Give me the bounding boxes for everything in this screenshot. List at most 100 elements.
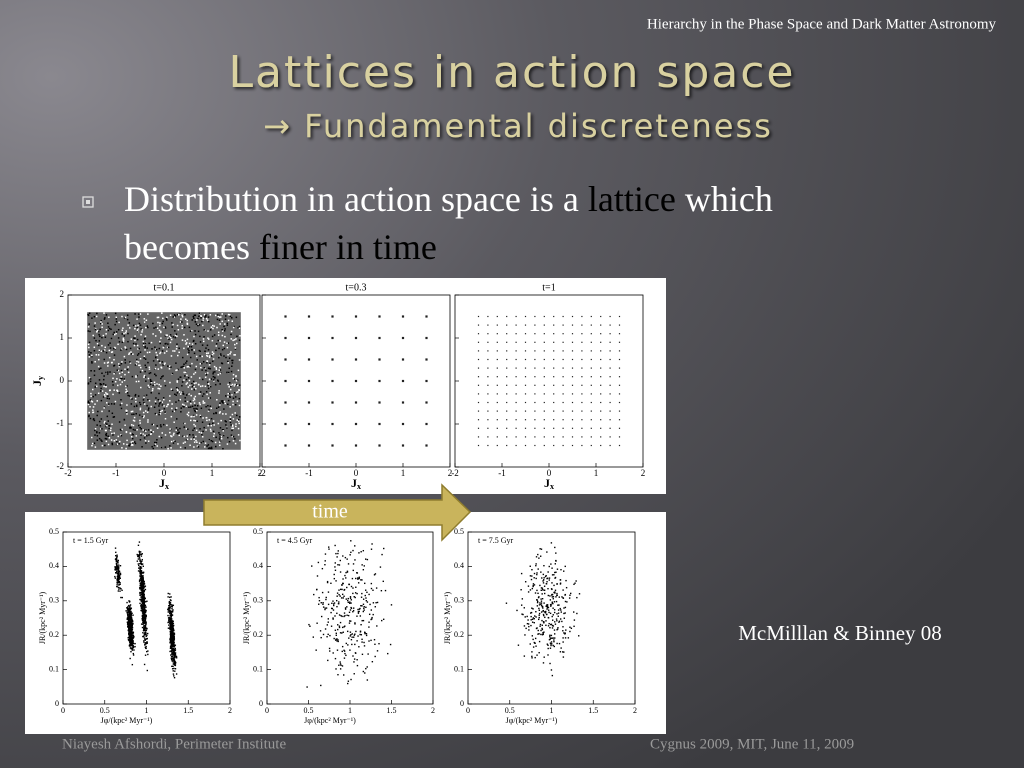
scatter-dot: [618, 393, 621, 395]
scatter-dot: [197, 317, 199, 320]
scatter-dot: [477, 436, 480, 438]
scatter-dot: [555, 600, 558, 603]
scatter-dot: [361, 592, 363, 595]
scatter-dot: [234, 347, 237, 349]
scatter-dot: [106, 397, 109, 400]
scatter-dot: [233, 339, 236, 341]
scatter-dot: [131, 628, 134, 631]
scatter-dot: [111, 380, 114, 383]
scatter-dot: [232, 403, 234, 406]
scatter-dot: [173, 676, 176, 679]
scatter-dot: [349, 601, 351, 603]
scatter-dot: [171, 389, 174, 392]
scatter-dot: [535, 616, 537, 618]
scatter-dot: [354, 633, 356, 635]
scatter-dot: [520, 572, 523, 575]
scatter-dot: [127, 605, 129, 608]
scatter-dot: [284, 401, 287, 404]
scatter-dot: [141, 592, 144, 595]
scatter-dot: [130, 644, 132, 646]
scatter-dot: [553, 384, 555, 386]
scatter-dot: [142, 619, 144, 622]
scatter-dot: [203, 426, 205, 429]
scatter-dot: [143, 622, 145, 625]
scatter-dot: [146, 628, 148, 630]
scatter-dot: [96, 424, 98, 426]
scatter-dot: [231, 435, 234, 438]
scatter-dot: [118, 578, 120, 580]
scatter-dot: [355, 586, 357, 588]
scatter-dot: [141, 615, 144, 618]
scatter-dot: [103, 362, 106, 364]
scatter-dot: [125, 348, 128, 351]
scatter-dot: [208, 320, 210, 323]
scatter-dot: [477, 341, 480, 343]
scatter-dot: [171, 435, 173, 438]
scatter-dot: [208, 364, 211, 366]
scatter-dot: [231, 413, 234, 416]
scatter-dot: [557, 604, 559, 606]
scatter-dot: [119, 577, 121, 579]
scatter-dot: [193, 388, 196, 391]
scatter-dot: [186, 338, 189, 341]
scatter-dot: [130, 626, 132, 629]
x-tick-label: 2: [431, 706, 435, 715]
scatter-dot: [487, 376, 489, 378]
scatter-dot: [105, 402, 108, 404]
scatter-dot: [176, 345, 178, 348]
scatter-dot: [487, 324, 489, 326]
scatter-dot: [560, 568, 562, 571]
scatter-dot: [354, 379, 358, 383]
scatter-dot: [173, 643, 175, 645]
scatter-dot: [212, 373, 214, 375]
scatter-dot: [194, 314, 197, 317]
scatter-dot: [161, 432, 163, 434]
scatter-dot: [112, 384, 114, 386]
scatter-dot: [365, 599, 368, 602]
scatter-dot: [166, 405, 168, 408]
scatter-dot: [164, 434, 167, 436]
scatter-dot: [223, 400, 226, 403]
scatter-dot: [557, 609, 560, 611]
scatter-dot: [174, 652, 176, 655]
scatter-dot: [188, 345, 191, 348]
scatter-dot: [536, 589, 538, 592]
scatter-dot: [185, 318, 187, 320]
scatter-dot: [352, 611, 354, 613]
scatter-dot: [361, 641, 363, 643]
scatter-dot: [350, 638, 353, 641]
scatter-dot: [141, 581, 143, 583]
scatter-dot: [140, 570, 143, 572]
scatter-dot: [549, 612, 552, 615]
scatter-dot: [144, 440, 147, 442]
scatter-dot: [215, 412, 217, 415]
scatter-dot: [351, 633, 353, 635]
scatter-dot: [515, 410, 517, 412]
scatter-dot: [344, 652, 346, 655]
scatter-dot: [379, 566, 382, 568]
x-tick-label: 0.5: [304, 706, 314, 715]
scatter-dot: [145, 645, 147, 648]
scatter-dot: [547, 625, 550, 627]
scatter-dot: [140, 563, 143, 566]
scatter-dot: [364, 582, 366, 585]
scatter-dot: [609, 401, 611, 404]
scatter-dot: [143, 597, 146, 599]
scatter-dot: [590, 427, 592, 429]
scatter-dot: [384, 589, 387, 592]
scatter-dot: [193, 373, 195, 375]
scatter-dot: [555, 618, 558, 620]
scatter-dot: [570, 627, 573, 630]
scatter-dot: [338, 593, 340, 596]
scatter-dot: [336, 595, 338, 597]
scatter-dot: [98, 437, 101, 440]
scatter-dot: [193, 349, 195, 351]
scatter-dot: [553, 591, 555, 594]
scatter-dot: [178, 391, 181, 393]
scatter-dot: [154, 356, 157, 358]
scatter-dot: [128, 620, 130, 623]
scatter-dot: [128, 640, 131, 642]
scatter-dot: [525, 627, 527, 630]
scatter-dot: [104, 336, 107, 338]
scatter-dot: [590, 333, 592, 335]
